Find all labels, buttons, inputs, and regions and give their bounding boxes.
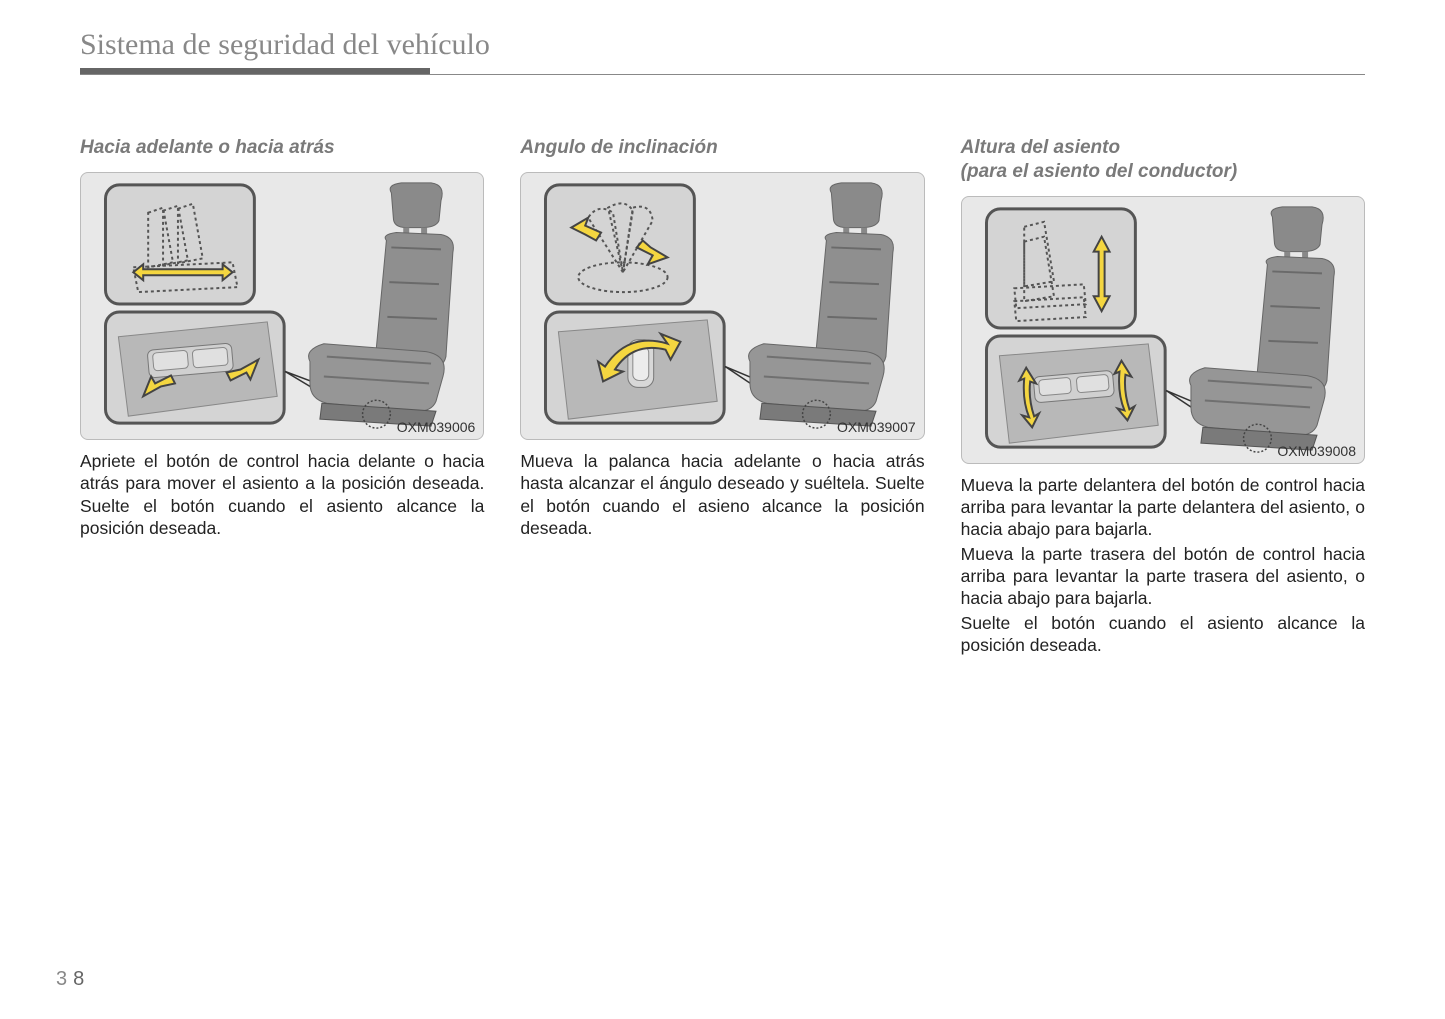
- section-title: Angulo de inclinación: [520, 136, 924, 160]
- body-text: Mueva la palanca hacia adelante o hacia …: [520, 450, 924, 540]
- column-recline: Angulo de inclinación: [520, 136, 924, 659]
- content-columns: Hacia adelante o hacia atrás: [80, 136, 1365, 659]
- figure-code: OXM039008: [1277, 443, 1356, 459]
- page-number: 38: [56, 968, 90, 991]
- column-forward-back: Hacia adelante o hacia atrás: [80, 136, 484, 659]
- figure-code: OXM039006: [397, 419, 476, 435]
- header-rule: [80, 68, 1365, 76]
- figure-code: OXM039007: [837, 419, 916, 435]
- body-text: Apriete el botón de control hacia delant…: [80, 450, 484, 540]
- figure-recline: OXM039007: [520, 172, 924, 440]
- section-title: Altura del asiento (para el asiento del …: [961, 136, 1365, 184]
- section-title: Hacia adelante o hacia atrás: [80, 136, 484, 160]
- figure-height: OXM039008: [961, 196, 1365, 464]
- body-text: Mueva la parte delantera del botón de co…: [961, 474, 1365, 657]
- column-height: Altura del asiento (para el asiento del …: [961, 136, 1365, 659]
- figure-forward-back: OXM039006: [80, 172, 484, 440]
- page-header-title: Sistema de seguridad del vehículo: [80, 28, 1365, 68]
